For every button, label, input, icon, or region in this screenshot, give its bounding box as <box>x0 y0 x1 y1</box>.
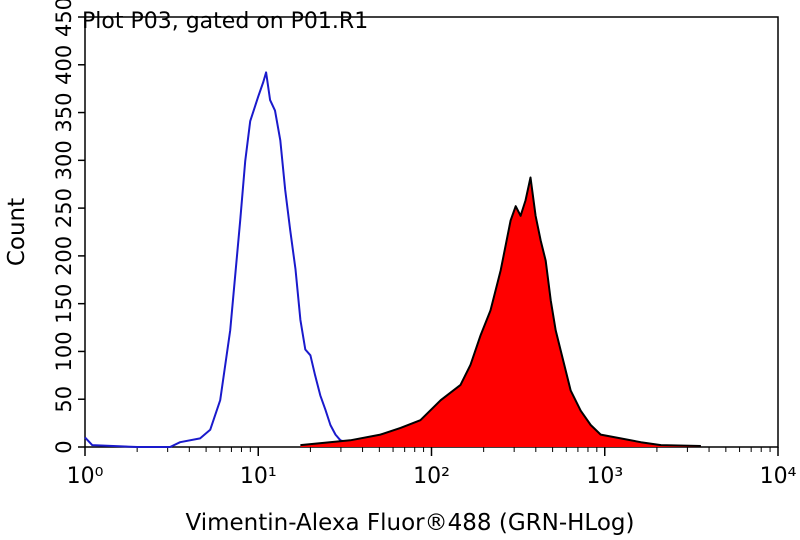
y-tick-label: 0 <box>52 440 76 453</box>
y-tick-label: 350 <box>52 93 76 133</box>
x-tick-label: 10² <box>413 464 450 489</box>
histogram-outline <box>300 176 701 447</box>
y-axis-label: Count <box>4 198 30 266</box>
y-tick-label: 100 <box>52 331 76 371</box>
y-tick-label: 400 <box>52 45 76 85</box>
histogram-outline <box>84 71 361 448</box>
plot-frame <box>84 16 779 448</box>
y-tick-label: 250 <box>52 188 76 228</box>
x-tick-label: 10⁰ <box>67 464 104 489</box>
y-tick-label: 150 <box>52 284 76 324</box>
chart-title: Plot P03, gated on P01.R1 <box>82 9 368 34</box>
x-tick-label: 10¹ <box>240 464 277 489</box>
y-tick-label: 50 <box>52 386 76 413</box>
x-axis-label: Vimentin-Alexa Fluor®488 (GRN-HLog) <box>186 510 635 536</box>
y-tick-label: 300 <box>52 140 76 180</box>
y-tick-label: 450 <box>52 0 76 37</box>
x-tick-label: 10⁴ <box>760 464 797 489</box>
histogram-fill <box>300 177 701 447</box>
x-tick-label: 10³ <box>586 464 623 489</box>
y-tick-label: 200 <box>52 236 76 276</box>
